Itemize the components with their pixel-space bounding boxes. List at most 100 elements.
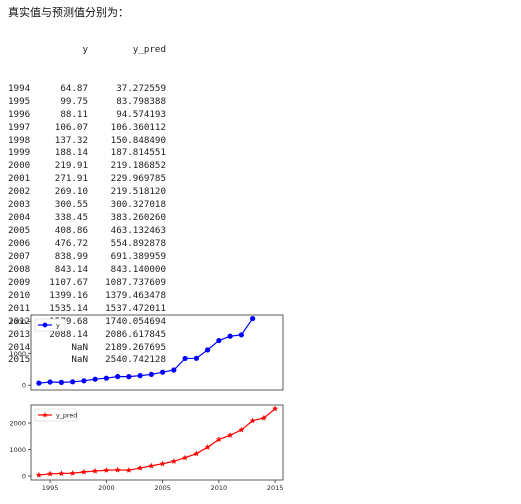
table-row: 2008 843.14 843.140000 [8, 264, 166, 277]
chart-y_pred: 0 1000 2000 1995 2000 2005 2010 2015 y_pred [9, 404, 284, 492]
cell-y: 64.87 [60, 82, 88, 94]
row-index: 2004 [8, 212, 31, 224]
table-row: 2005 408.86 463.132463 [8, 225, 166, 238]
table-row: 2007 838.99 691.389959 [8, 251, 166, 264]
cell-y: 1399.16 [49, 289, 88, 301]
data-point [36, 380, 42, 386]
cell-y: 137.32 [54, 134, 88, 146]
column-header-y: y [82, 43, 88, 55]
row-index: 2014 [8, 341, 31, 353]
cell-y: 271.91 [54, 173, 88, 185]
row-index: 1999 [8, 147, 31, 159]
table-row: 1999 188.14 187.814551 [8, 147, 166, 160]
chart-y: 0 1000 2000 y [9, 314, 284, 391]
table-row: 2012 1579.68 1740.054694 [8, 316, 166, 329]
data-point [272, 405, 279, 412]
cell-y: 1107.67 [49, 276, 88, 288]
table-row: 2000 219.91 219.186852 [8, 160, 166, 173]
data-point [92, 376, 98, 382]
row-index: 1995 [8, 95, 31, 107]
row-index: 2003 [8, 199, 31, 211]
data-point [115, 373, 121, 380]
row-index: 1996 [8, 108, 31, 120]
data-point [193, 450, 200, 457]
row-index: 2010 [8, 289, 31, 301]
data-point [238, 332, 244, 338]
cell-y-pred: 106.360112 [110, 121, 166, 133]
table-row: 2006 476.72 554.892878 [8, 238, 166, 251]
table-row: 2011 1535.14 1537.472011 [8, 303, 166, 316]
table-row: 2015 NaN 2540.742128 [8, 354, 166, 367]
plot-frame [30, 314, 284, 391]
row-index: 2008 [8, 263, 31, 275]
data-point [70, 379, 76, 385]
row-index: 2012 [8, 315, 31, 327]
cell-y: 188.14 [54, 147, 88, 159]
row-index: 2002 [8, 186, 31, 198]
data-point [148, 371, 154, 378]
data-point [125, 467, 132, 473]
table-row: 2010 1399.16 1379.463478 [8, 290, 166, 303]
table-row: 2013 2088.14 2086.617845 [8, 329, 166, 342]
cell-y-pred: 229.969785 [110, 173, 166, 185]
data-point [159, 460, 166, 467]
cell-y-pred: 554.892878 [110, 238, 166, 249]
cell-y: 99.75 [60, 95, 88, 107]
table-row: 2014 NaN 2189.267695 [8, 342, 166, 355]
row-index: 1998 [8, 134, 31, 146]
cell-y-pred: 300.327018 [110, 199, 166, 211]
cell-y-pred: 1740.054694 [105, 315, 166, 327]
data-point [137, 373, 143, 379]
cell-y-pred: 2086.617845 [105, 328, 166, 340]
data-point [35, 471, 42, 478]
data-point [148, 462, 155, 469]
data-point [58, 379, 64, 386]
data-point [227, 432, 234, 438]
cell-y-pred: 37.272559 [116, 82, 166, 94]
table-row: 1998 137.32 150.848490 [8, 135, 166, 148]
cell-y-pred: 843.140000 [110, 263, 166, 275]
data-point [205, 347, 211, 353]
cell-y-pred: 187.814551 [110, 147, 166, 159]
table-row: 1994 64.87 37.272559 [8, 83, 166, 96]
y-tick-label: 1000 [9, 446, 26, 454]
row-index: 2009 [8, 276, 31, 288]
x-tick-label: 2000 [98, 484, 115, 492]
cell-y-pred: 691.389959 [110, 250, 166, 262]
cell-y-pred: 150.848490 [110, 134, 166, 146]
data-point [137, 464, 144, 471]
row-index: 1997 [8, 121, 31, 133]
table-row: 2004 338.45 383.260260 [8, 212, 166, 225]
row-index: 1994 [8, 82, 31, 94]
table-row: 2001 271.91 229.969785 [8, 173, 166, 186]
data-point [215, 436, 222, 443]
table-row: 2009 1107.67 1087.737609 [8, 277, 166, 290]
cell-y: NaN [71, 354, 88, 366]
dataframe-output: y y_pred 1994 64.87 37.272559 1995 99.75 83.79… [8, 18, 166, 380]
data-point [47, 379, 53, 385]
y-tick-label: 0 [22, 473, 26, 481]
data-point [92, 467, 99, 474]
cell-y: 338.45 [54, 212, 88, 224]
data-point [170, 458, 177, 464]
plot-frame [30, 404, 284, 481]
column-header-y-pred: y_pred [132, 43, 166, 55]
cell-y-pred: 94.574193 [116, 108, 166, 120]
data-point [47, 470, 54, 477]
cell-y: 88.11 [60, 108, 88, 120]
data-point [260, 414, 267, 421]
row-index: 2015 [8, 354, 31, 366]
data-point [80, 468, 87, 475]
data-point [58, 470, 65, 477]
x-tick-label: 2015 [267, 484, 284, 492]
legend-marker [42, 412, 48, 418]
data-point [171, 367, 177, 373]
cell-y: NaN [71, 341, 88, 353]
data-point [216, 337, 222, 344]
cell-y-pred: 1087.737609 [105, 276, 166, 288]
cell-y: 476.72 [54, 238, 88, 249]
row-index: 2001 [8, 173, 31, 185]
cell-y: 843.14 [54, 263, 88, 275]
data-point [182, 454, 189, 461]
